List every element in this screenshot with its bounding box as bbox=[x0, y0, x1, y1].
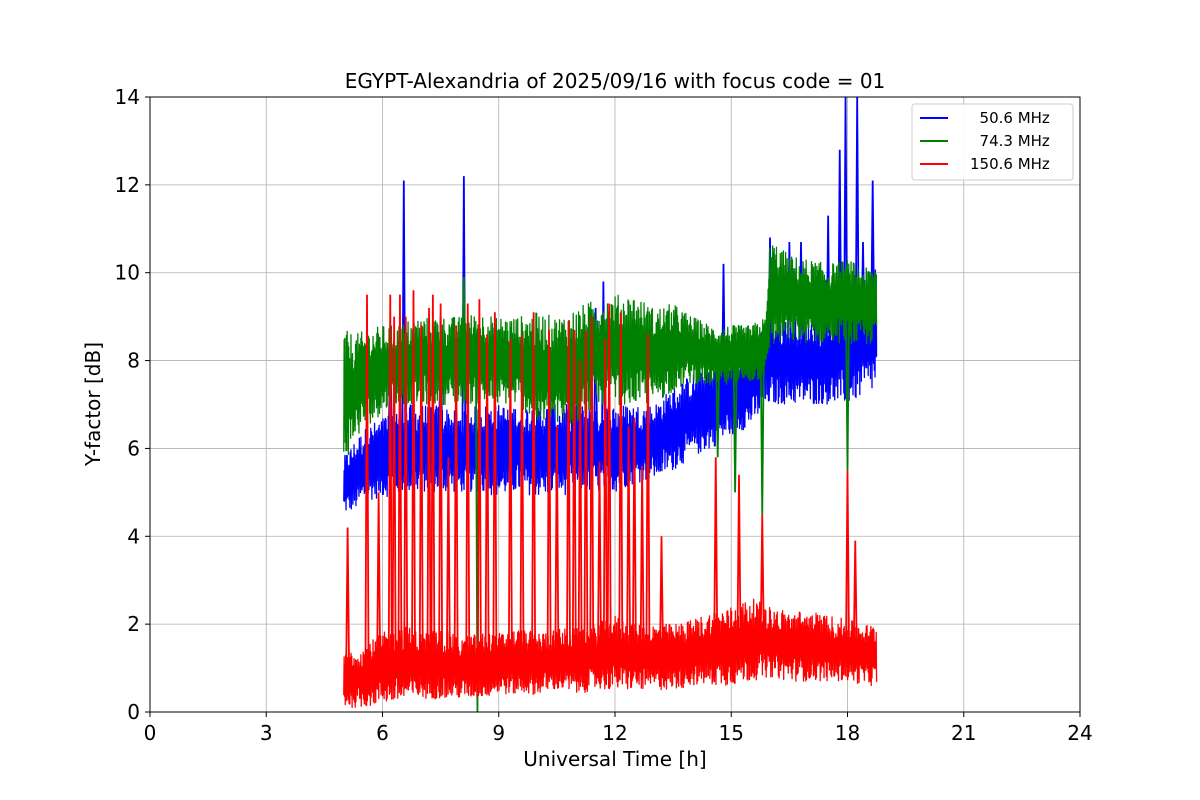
x-tick-label: 24 bbox=[1067, 721, 1092, 745]
y-tick-label: 10 bbox=[115, 261, 140, 285]
legend-label: 150.6 MHz bbox=[970, 155, 1050, 173]
series-spike bbox=[461, 277, 467, 361]
series-spike bbox=[438, 303, 444, 664]
series-spike bbox=[531, 312, 537, 664]
series-spike bbox=[845, 470, 850, 651]
x-tick-label: 21 bbox=[951, 721, 976, 745]
x-tick-label: 9 bbox=[492, 721, 505, 745]
series-spike bbox=[546, 329, 552, 662]
series-spike bbox=[713, 457, 719, 648]
series-spike bbox=[345, 527, 351, 679]
y-tick-label: 4 bbox=[127, 524, 140, 548]
series-spike bbox=[583, 329, 589, 660]
x-tick-label: 18 bbox=[835, 721, 860, 745]
series-spike bbox=[732, 355, 738, 493]
series-spike bbox=[566, 321, 571, 661]
x-tick-label: 0 bbox=[144, 721, 157, 745]
legend: 50.6 MHz 74.3 MHz 150.6 MHz bbox=[911, 103, 1074, 181]
series-spike bbox=[715, 356, 721, 458]
x-tick-label: 6 bbox=[376, 721, 389, 745]
series-spike bbox=[507, 338, 513, 663]
x-tick-label: 3 bbox=[260, 721, 273, 745]
series-2 bbox=[343, 290, 878, 708]
series-spike bbox=[426, 307, 432, 666]
series-spike bbox=[577, 360, 583, 661]
series-spike bbox=[492, 312, 498, 665]
series-spike bbox=[430, 294, 436, 665]
y-axis-label: Y-factor [dB] bbox=[81, 342, 105, 467]
series-spike bbox=[418, 325, 424, 666]
legend-label: 74.3 MHz bbox=[970, 132, 1050, 150]
series-spike bbox=[659, 536, 664, 658]
series-spike bbox=[445, 457, 451, 666]
series-line bbox=[343, 598, 878, 708]
series-spike bbox=[852, 540, 858, 653]
series-spike bbox=[403, 316, 409, 665]
series-spike bbox=[465, 303, 471, 668]
series-spike bbox=[597, 461, 602, 657]
series-spike bbox=[571, 329, 577, 662]
series-spike bbox=[519, 334, 525, 662]
series-spike bbox=[364, 294, 370, 676]
series-layer bbox=[343, 96, 878, 713]
series-spike bbox=[484, 334, 490, 666]
series-spike bbox=[639, 465, 645, 658]
y-tick-label: 0 bbox=[127, 700, 140, 724]
series-spike bbox=[626, 426, 632, 656]
y-tick-label: 14 bbox=[115, 85, 140, 109]
y-tick-label: 2 bbox=[127, 612, 140, 636]
series-spike bbox=[606, 303, 612, 655]
x-tick-label: 12 bbox=[602, 721, 627, 745]
series-spike bbox=[411, 290, 416, 666]
series-spike bbox=[645, 334, 651, 658]
legend-label: 50.6 MHz bbox=[970, 109, 1050, 127]
series-spike bbox=[589, 316, 595, 658]
series-spike bbox=[736, 474, 742, 644]
chart-title: EGYPT-Alexandria of 2025/09/16 with focu… bbox=[345, 69, 886, 93]
series-spike bbox=[397, 294, 403, 665]
series-spike bbox=[593, 307, 599, 449]
series-spike bbox=[602, 338, 608, 655]
series-spike bbox=[391, 316, 397, 666]
x-axis-label: Universal Time [h] bbox=[523, 747, 706, 771]
x-tick-label: 15 bbox=[719, 721, 744, 745]
series-spike bbox=[631, 417, 637, 658]
series-spike bbox=[376, 492, 382, 670]
series-spike bbox=[387, 294, 393, 667]
series-spike bbox=[618, 312, 624, 655]
y-tick-label: 6 bbox=[127, 436, 140, 460]
series-spike bbox=[554, 426, 560, 660]
series-spike bbox=[759, 514, 765, 641]
y-tick-label: 8 bbox=[127, 349, 140, 373]
y-tick-label: 12 bbox=[115, 173, 140, 197]
legend-box bbox=[911, 103, 1074, 181]
series-spike bbox=[476, 299, 482, 666]
series-spike bbox=[453, 325, 459, 668]
